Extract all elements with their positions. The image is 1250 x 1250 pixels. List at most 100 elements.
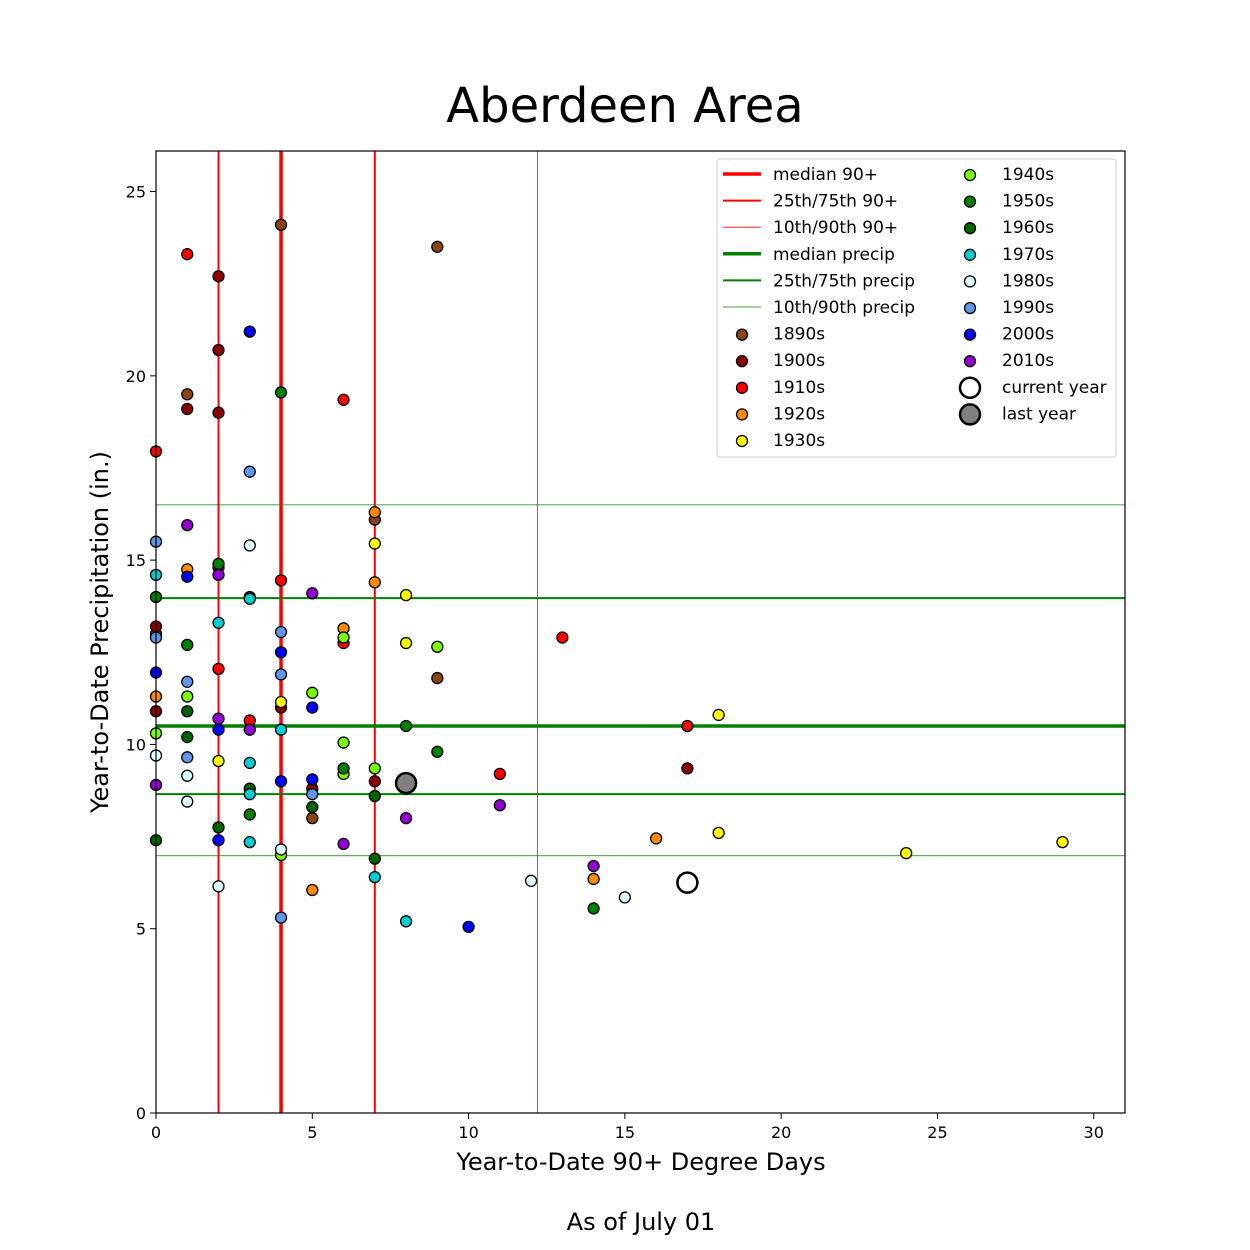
point-1930s [900,846,913,860]
legend-entry: 1910s [735,378,825,398]
point-1920s [306,883,319,897]
legend-label: 1930s [773,431,825,451]
point-1960s [212,821,225,834]
legend-dot-swatch [963,355,977,368]
point-2010s [212,712,225,725]
point-1930s [712,708,725,722]
x-tick-label: 15 [615,1123,635,1142]
legend-label: 1910s [773,378,825,398]
point-1980s [524,874,538,887]
y-tick-label: 10 [126,735,146,754]
legend-label: 1950s [1002,192,1054,212]
legend-box [716,158,1117,458]
point-1950s [212,557,225,570]
legend-dot-swatch [735,408,749,421]
point-1930s [212,754,225,768]
legend-dot-swatch [735,355,749,368]
legend-dot-swatch [735,381,749,394]
point-1970s [368,870,381,884]
chart-title: Aberdeen Area [446,78,803,134]
point-1900s [681,762,694,775]
point-2000s [306,701,319,714]
y-tick-label: 0 [136,1104,146,1123]
legend-entry: 1940s [963,165,1054,185]
legend-entry: 25th/75th precip [723,271,915,291]
point-2010s [337,837,350,851]
legend-label: last year [1002,404,1076,424]
point-current-year [676,871,699,894]
point-1980s [181,795,194,808]
legend-dot-swatch [735,328,749,341]
x-axis-label: Year-to-Date 90+ Degree Days [455,1148,825,1176]
legend-entry: median 90+ [723,165,878,185]
y-axis: 0 5 10 15 20 25 [126,183,156,1123]
point-1940s [431,640,444,653]
x-tick-label: 5 [307,1123,317,1142]
legend-dot-swatch [735,434,749,448]
point-1940s [306,686,319,699]
point-1950s [243,808,256,821]
y-tick-label: 15 [126,551,146,570]
point-1960s [306,800,319,814]
plot-frame [155,150,1126,1114]
point-1890s [181,388,194,401]
y-tick-label: 25 [126,183,146,202]
point-1960s [368,852,381,865]
point-1970s [399,915,413,928]
legend-entry: 10th/90th precip [723,298,915,318]
point-1990s [274,625,288,639]
legend-marker-swatch [958,403,982,426]
point-1910s [337,393,350,406]
point-1920s [649,832,663,845]
point-2000s [181,570,194,583]
legend-label: median precip [773,245,895,265]
point-1910s [274,574,288,587]
point-1910s [212,662,225,676]
legend-marker-swatch [958,376,982,400]
legend-entry: 1990s [963,298,1054,318]
legend-label: 1990s [1002,298,1054,318]
point-1930s [399,636,413,650]
point-2000s [274,775,288,788]
point-1960s [181,705,194,718]
point-1990s [181,675,194,688]
y-tick-label: 5 [136,920,146,939]
legend-dot-swatch [963,328,977,341]
point-1950s [431,745,444,758]
legend-label: 25th/75th precip [773,271,915,291]
point-1990s [274,911,288,924]
point-1930s [399,588,413,602]
point-1990s [181,751,194,764]
point-1950s [399,719,413,733]
point-1960s [181,730,194,744]
point-1950s [337,762,350,775]
legend-entry: 2000s [963,325,1054,345]
legend: median 90+ 25th/75th 90+ 10th/90th 90+ medi… [716,158,1117,458]
legend-label: 1900s [773,351,825,371]
point-1920s [587,872,600,886]
x-tick-label: 25 [927,1123,947,1142]
point-1900s [368,775,381,788]
point-1980s [274,843,288,856]
point-2000s [274,646,288,659]
point-1920s [368,576,381,589]
legend-entry: 1930s [735,431,825,451]
point-1970s [243,756,256,769]
point-2000s [212,723,225,736]
point-2000s [306,773,319,786]
point-1980s [243,539,256,552]
point-2010s [243,723,256,736]
legend-entry: 1980s [963,271,1054,291]
legend-label: current year [1002,378,1107,398]
point-1910s [556,631,569,644]
legend-label: 1980s [1002,271,1054,291]
legend-entry: 1920s [735,404,825,424]
legend-label: median 90+ [773,165,878,185]
legend-label: 2000s [1002,325,1054,345]
legend-entry: 1960s [963,218,1054,238]
point-1930s [368,537,381,550]
legend-label: 10th/90th precip [773,298,915,318]
point-2010s [587,859,600,873]
footnote: As of July 01 [567,1208,716,1236]
